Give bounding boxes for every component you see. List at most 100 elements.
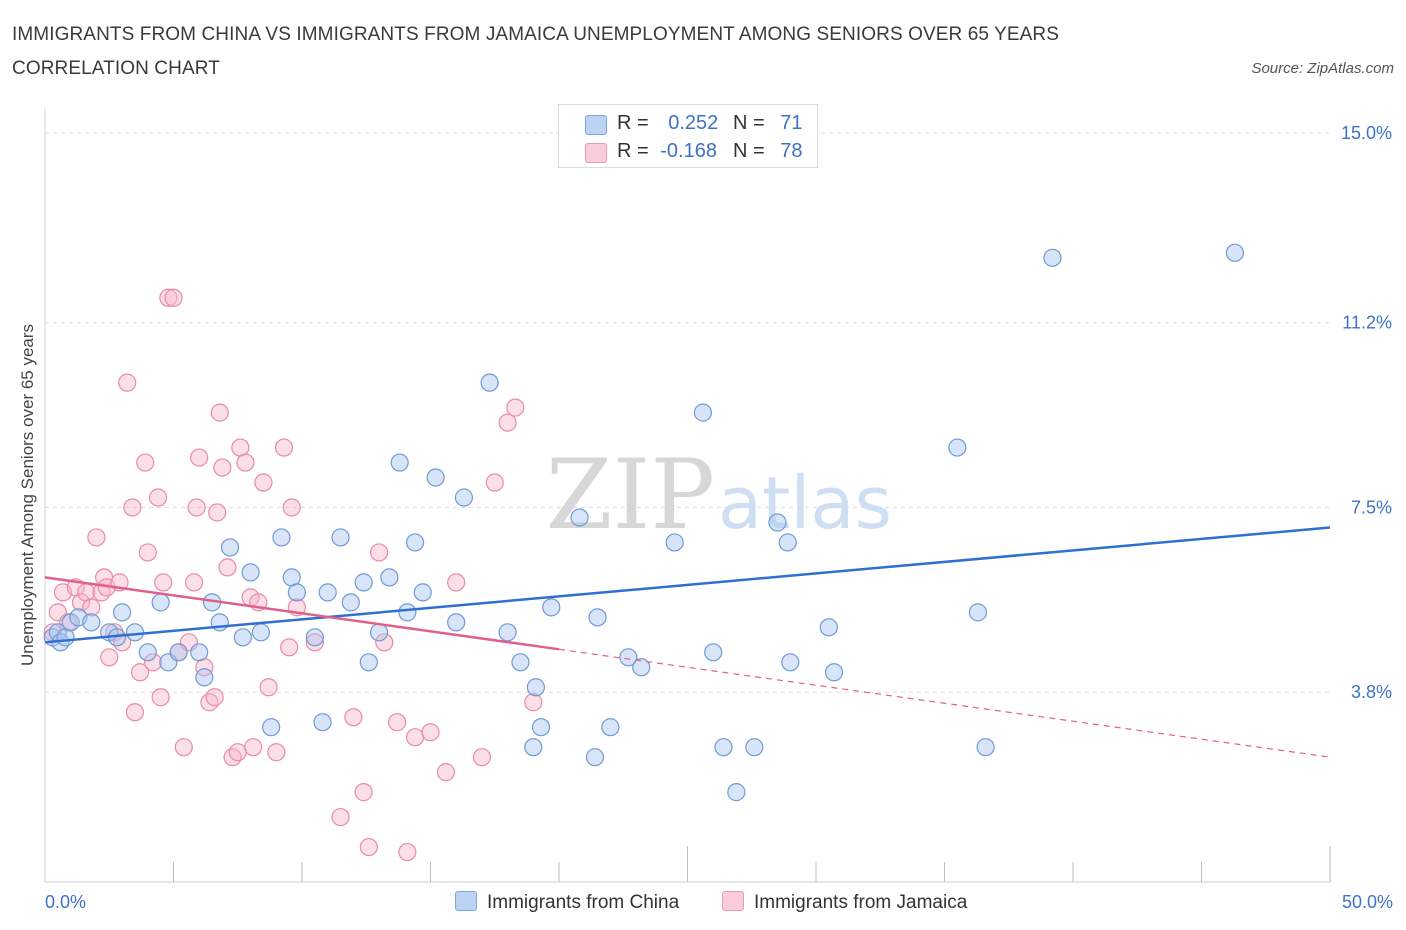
china-point: [370, 623, 389, 642]
china-point: [526, 678, 545, 697]
jamaica-point: [218, 558, 237, 577]
china-point: [714, 738, 733, 757]
jamaica-point: [344, 708, 363, 727]
jamaica-point: [267, 743, 286, 762]
china-point: [1043, 248, 1062, 267]
jamaica-point: [498, 413, 517, 432]
china-point: [82, 613, 101, 632]
n-label: N =: [733, 112, 765, 134]
jamaica-point: [148, 488, 168, 507]
tick-labels: 3.8% 7.5% 11.2% 15.0% 0.0% 50.0%: [45, 123, 1393, 912]
jamaica-point: [375, 633, 394, 652]
jamaica-point: [130, 663, 150, 682]
x-tick-label: 0.0%: [45, 892, 86, 912]
jamaica-point: [223, 748, 242, 767]
jamaica-point: [136, 453, 155, 472]
jamaica-point: [405, 728, 425, 747]
china-point: [585, 748, 605, 767]
jamaica-point: [370, 543, 389, 562]
jamaica-point: [174, 738, 193, 757]
jamaica-point: [190, 448, 209, 467]
legend-r-china: R = 0.252: [617, 112, 718, 135]
jamaica-point: [331, 807, 350, 827]
r-value: 0.252: [668, 112, 719, 134]
legend-item-jamaica[interactable]: Immigrants from Jamaica: [722, 891, 967, 914]
china-point: [354, 573, 373, 592]
legend-row-china: R = 0.252 N = 71: [559, 110, 817, 138]
legend-swatch-jamaica: [585, 143, 607, 163]
legend-swatch-jamaica: [722, 891, 744, 911]
china-point: [220, 538, 240, 557]
legend-n-jamaica: N = 78: [733, 140, 803, 163]
jamaica-point: [447, 573, 466, 592]
china-point: [498, 623, 517, 642]
r-label: R =: [617, 140, 649, 162]
watermark-zip: ZIP: [546, 439, 715, 551]
jamaica-point: [208, 503, 227, 522]
legend-label-china: Immigrants from China: [487, 892, 680, 913]
china-point: [781, 653, 800, 672]
jamaica-point: [274, 438, 294, 457]
china-point: [151, 593, 170, 612]
legend-r-jamaica: R = -0.168: [617, 140, 717, 163]
jamaica-point: [305, 633, 324, 652]
china-point: [948, 438, 967, 457]
legend-label-jamaica: Immigrants from Jamaica: [754, 892, 968, 913]
legend-n-china: N = 71: [733, 112, 803, 135]
n-value: 78: [780, 140, 803, 162]
jamaica-point: [506, 398, 525, 417]
jamaica-point: [187, 498, 206, 517]
china-point: [524, 738, 543, 757]
china-point: [331, 528, 350, 547]
jamaica-point: [143, 653, 163, 672]
jamaica-point: [254, 473, 273, 492]
jamaica-point: [138, 543, 157, 562]
jamaica-point: [87, 528, 106, 547]
china-point: [968, 603, 988, 622]
legend-swatch-china: [455, 891, 477, 911]
china-point: [262, 718, 281, 737]
china-point: [727, 783, 746, 802]
jamaica-point: [259, 678, 278, 697]
jamaica-point: [82, 598, 101, 617]
jamaica-point: [205, 688, 224, 707]
r-value: -0.168: [660, 140, 717, 162]
jamaica-point: [71, 593, 91, 612]
china-point: [313, 713, 332, 732]
legend-item-china[interactable]: Immigrants from China: [455, 891, 679, 914]
jamaica-point: [236, 453, 255, 472]
trend-line-china: [44, 526, 1331, 644]
china-point: [511, 653, 530, 672]
axes: [44, 108, 1331, 883]
jamaica-point: [244, 738, 263, 757]
jamaica-point: [151, 688, 170, 707]
jamaica-point: [485, 473, 504, 492]
china-point: [768, 513, 787, 532]
jamaica-point: [524, 693, 543, 712]
china-point: [454, 488, 474, 507]
jamaica-point: [200, 693, 219, 712]
china-point: [233, 628, 252, 647]
jamaica-point: [213, 458, 232, 477]
correlation-legend: R = 0.252 N = 71 R = -0.168 N = 78: [558, 104, 818, 168]
legend-swatch-china: [585, 115, 607, 135]
china-point: [138, 643, 157, 662]
jamaica-point: [159, 288, 178, 307]
trend-line-jamaica: [44, 576, 560, 651]
y-tick-label: 3.8%: [1351, 682, 1392, 702]
jamaica-point: [125, 703, 145, 722]
china-point: [241, 563, 260, 582]
jamaica-point: [359, 837, 378, 857]
y-tick-label: 7.5%: [1351, 497, 1392, 517]
r-label: R =: [617, 112, 649, 134]
watermark-atlas: atlas: [718, 461, 892, 545]
china-point: [619, 648, 638, 667]
china-point: [169, 643, 188, 662]
china-point: [405, 533, 425, 552]
jamaica-point: [282, 498, 301, 517]
jamaica-point: [421, 723, 440, 742]
china-point: [359, 653, 378, 672]
china-point: [976, 738, 995, 757]
jamaica-point: [436, 763, 456, 782]
